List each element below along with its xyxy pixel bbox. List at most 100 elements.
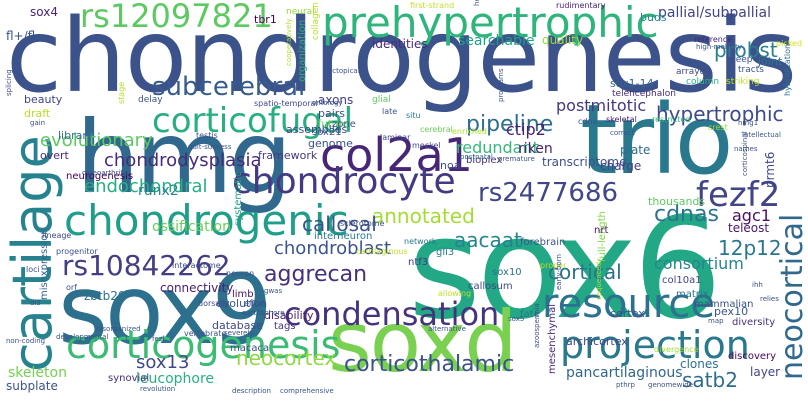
word-nrt: nrt (594, 225, 609, 236)
word-alternative: alternative (428, 325, 466, 333)
word-cdnas: cdnas (654, 202, 719, 227)
word-hmg: hmg (76, 99, 292, 216)
word-heterodimer: heterodimer (473, 0, 481, 6)
word-tbr1: tbr1 (254, 13, 277, 26)
word-library: library (58, 129, 94, 142)
word-ntf3: ntf3 (408, 257, 429, 268)
word-col2a1: col2a1 (320, 128, 473, 182)
word-dorsally: dorsally (198, 299, 230, 308)
word-neural: neural (286, 7, 315, 17)
word-future: future (318, 119, 349, 130)
word-cooperatively: cooperatively (285, 18, 293, 66)
word-first-strand: first-strand (410, 1, 455, 10)
word-corticothalamic: corticothalamic (344, 352, 515, 377)
word-corticofugal: corticofugal (152, 101, 354, 141)
word-network: network (404, 237, 437, 246)
word-buds: buds (640, 11, 667, 24)
word-overt: overt (40, 149, 69, 162)
word-fl+/fl: fl+/fl (6, 29, 36, 43)
word-testis: testis (196, 131, 218, 140)
word-meckel: meckel (412, 141, 441, 150)
word-matrix: matrix (676, 289, 709, 300)
word-tags: tags (274, 321, 296, 332)
word-quit-success: quit-success (188, 143, 232, 151)
word-rs2477686: rs2477686 (478, 178, 619, 208)
word-assemblies: assemblies (286, 123, 348, 136)
word-chondroblast: chondroblast (274, 238, 392, 259)
word-mesenchymal: mesenchymal (547, 304, 558, 374)
word-cortex: cortex (610, 307, 645, 320)
word-relies: relies (760, 295, 779, 303)
word-sox13: sox13 (136, 352, 190, 373)
word-chondrogenesis: chondrogenesis (6, 0, 797, 116)
word-biopl: bioplex (466, 155, 503, 166)
word-situ: situ (406, 111, 421, 120)
word-ossification: ossification (152, 219, 231, 235)
word-transcriptome: transcriptome (542, 155, 627, 169)
word-thousands: thousands (648, 195, 706, 208)
word-comprehensive: comprehensive (280, 387, 334, 395)
word-dl3: dl3 (30, 299, 41, 307)
word-collagen: collagen (311, 2, 321, 40)
word-gain: gain (30, 119, 46, 127)
word-beauty: beauty (24, 93, 63, 106)
word-programs: programs (497, 68, 505, 102)
word-crest: crest (708, 123, 728, 132)
word-leucophore: leucophore (136, 371, 215, 387)
word-picked: picked (776, 39, 803, 48)
word-hybridization: hybridization (783, 43, 792, 96)
word-orf: orf (66, 283, 77, 292)
word-aacaat: aacaat (454, 228, 522, 252)
word-reference: reference (694, 35, 733, 44)
word-cortical: cortical (548, 260, 622, 284)
word-pancartilaginous: pancartilaginous (566, 365, 683, 381)
word-aggrecan: aggrecan (264, 262, 368, 287)
word-organization: organization (297, 19, 308, 82)
word-names: names (734, 145, 758, 153)
word-systematic: systematic (233, 171, 244, 226)
word-plate: plate (620, 143, 651, 157)
word-earthsphore: earthsphore (242, 309, 285, 317)
word-macaca: macaca (230, 343, 270, 354)
word-clones: clones (680, 357, 719, 371)
word-12p12: 12p12 (718, 236, 782, 260)
word-tracts: tracts (738, 65, 764, 75)
word-vertebrate: vertebrate (184, 329, 227, 338)
word-ihh: ihh (752, 281, 763, 289)
word-ectopically: ectopically (328, 67, 366, 75)
word-prehypertrophic: prehypertrophic (322, 0, 659, 47)
word-restricted: restricted (652, 115, 691, 124)
word-redundant: redundant (456, 138, 539, 157)
word-hypertrophic: hypertrophic (656, 102, 784, 126)
word-sox1-14: sox1-14 (610, 77, 654, 90)
word-severely: severely (224, 329, 254, 337)
word-neocortical: neocortical (775, 213, 808, 380)
word-rs10842262: rs10842262 (62, 249, 231, 282)
word-striking: striking (726, 77, 760, 87)
word-gli3: gli3 (436, 247, 455, 258)
word-agc1: agc1 (732, 206, 771, 225)
word-map: map (708, 317, 724, 325)
word-neocortex: neocortex (236, 346, 337, 370)
word-splicing: splicing (5, 69, 13, 96)
word-endochondral: endochondral (84, 176, 208, 197)
word-chondrodysplasia: chondrodysplasia (104, 150, 262, 171)
word-premature: premature (498, 155, 535, 163)
word-runx2: runx2 (138, 183, 179, 199)
word-sox6: sox6 (408, 188, 722, 351)
word-evolution: evolution (216, 297, 268, 310)
word-deep: deep (730, 55, 753, 65)
word-neurogenesis: neurogenesis (66, 171, 134, 182)
word-axons: axons (318, 93, 354, 107)
word-condensation: condensation (284, 295, 500, 333)
word-non-coding: non-coding (6, 337, 46, 345)
word-ctip2: ctip2 (506, 120, 546, 139)
word-correct: correct (610, 129, 635, 137)
word-callosum: callosum (468, 281, 513, 292)
word-proper: proper (540, 261, 567, 270)
word-teleost: teleost (728, 221, 770, 235)
word-consortium: consortium (654, 254, 744, 273)
word-late: late (382, 107, 398, 116)
word-diversity: diversity (732, 317, 776, 328)
word-rudimentary: rudimentary (556, 1, 606, 10)
